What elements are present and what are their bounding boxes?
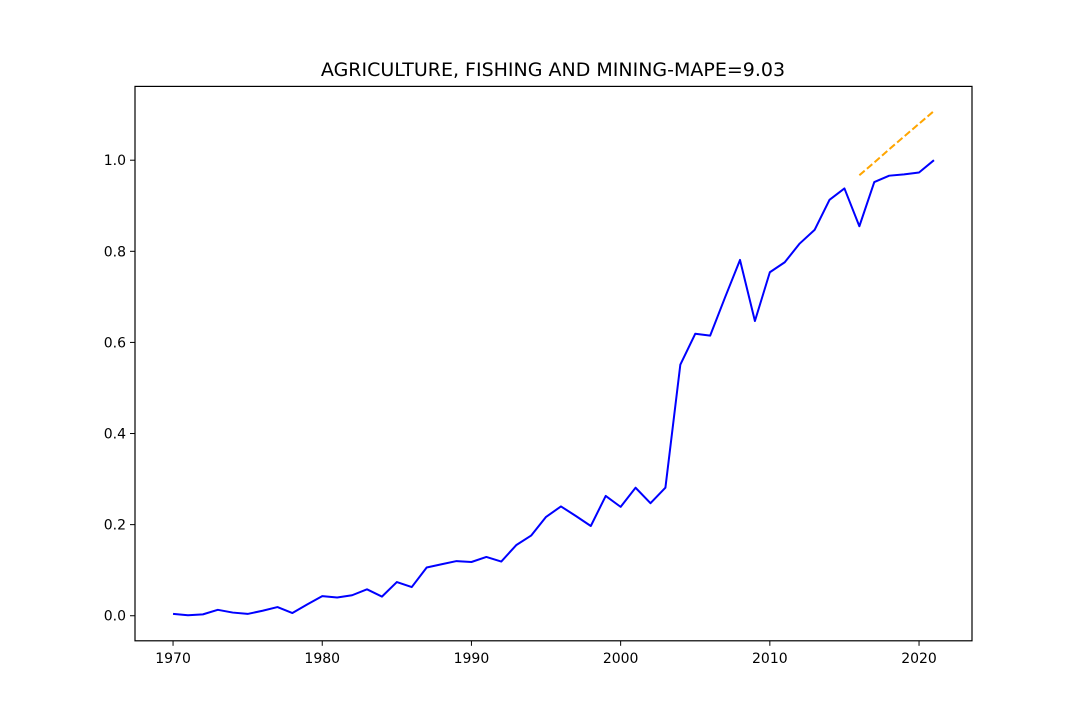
series-layer (172, 110, 935, 617)
x-tick-label: 2010 (752, 651, 788, 667)
y-tick-label: 0.4 (104, 427, 126, 443)
y-axis: 0.0 0.2 0.4 0.6 0.8 1.0 (104, 153, 135, 625)
plot-area-frame (134, 85, 973, 642)
y-tick-label: 0.2 (104, 518, 126, 534)
y-tick-label: 0.0 (104, 609, 126, 625)
y-tick-label: 1.0 (104, 153, 126, 169)
x-tick-label: 2020 (901, 651, 937, 667)
x-tick-label: 2000 (603, 651, 639, 667)
x-tick-label: 1990 (454, 651, 490, 667)
x-tick-label: 1980 (304, 651, 340, 667)
x-tick-label: 1970 (155, 651, 191, 667)
x-axis: 1970 1980 1990 2000 2010 2020 (155, 640, 937, 667)
actual-series-line (172, 159, 935, 617)
chart-title: AGRICULTURE, FISHING AND MINING-MAPE=9.0… (321, 59, 785, 81)
forecast-series-line (858, 110, 935, 176)
y-tick-label: 0.6 (104, 335, 126, 351)
y-tick-label: 0.8 (104, 244, 126, 260)
